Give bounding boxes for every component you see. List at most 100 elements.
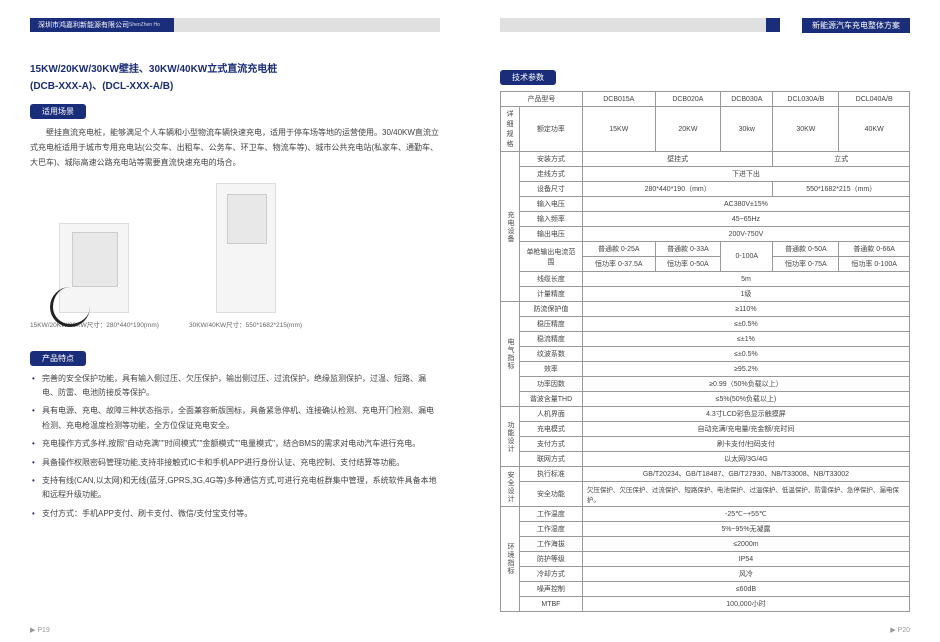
company-cn: 深圳市鸿嘉利新能源有限公司	[38, 20, 129, 30]
feature-item: 完善的安全保护功能，具有输入侧过压、欠压保护，输出侧过压、过流保护，绝缘监测保护…	[30, 372, 440, 401]
cell: IP54	[582, 552, 909, 567]
cell: 5m	[582, 272, 909, 287]
cell: 4.3寸LCD彩色显示触摸屏	[582, 407, 909, 422]
cell: DCB030A	[721, 92, 773, 107]
cell: 工作温度	[520, 507, 583, 522]
cell: 恒功率 0-37.5A	[582, 257, 655, 272]
cell: 1级	[582, 287, 909, 302]
cell: DCB015A	[582, 92, 655, 107]
cat: 电气指标	[501, 302, 520, 407]
cell: 输入频率	[520, 212, 583, 227]
cell: 详细规格	[501, 107, 520, 152]
cell: 0-100A	[721, 242, 773, 272]
cell: 纹波系数	[520, 347, 583, 362]
cell: 欠压保护、欠压保护、过流保护、短路保护、电池保护、过温保护、低温保护、防雷保护、…	[582, 482, 909, 507]
cell: DCL030A/B	[773, 92, 839, 107]
cell: 单枪输出电流范围	[520, 242, 583, 272]
wall-caption: 15KW/20KW/30KW尺寸：280*440*190(mm)	[30, 319, 159, 329]
cell: 谐波含量THD	[520, 392, 583, 407]
cell: 稳压精度	[520, 317, 583, 332]
cell: 计量精度	[520, 287, 583, 302]
cat: 环境指标	[501, 507, 520, 612]
cell: 普通款 0-33A	[655, 242, 720, 257]
cell: 冷却方式	[520, 567, 583, 582]
feature-item: 具有电源、充电、故障三种状态指示，全面兼容新版国标，具备紧急停机、连接确认检测、…	[30, 404, 440, 433]
cell: 以太网/3G/4G	[582, 452, 909, 467]
cell: 输入电压	[520, 197, 583, 212]
left-page: 深圳市鸿嘉利新能源有限公司 ShenZhen HongJiaLi New Ene…	[0, 0, 470, 642]
cell: 工作湿度	[520, 522, 583, 537]
cell: 线缆长度	[520, 272, 583, 287]
right-page: 新能源汽车充电整体方案 技术参数 产品型号 DCB015A DCB020A DC…	[470, 0, 940, 642]
cell: MTBF	[520, 597, 583, 612]
cell: 30kw	[721, 107, 773, 152]
cell: ≤±0.5%	[582, 317, 909, 332]
cell: 输出电压	[520, 227, 583, 242]
cell: ≥95.2%	[582, 362, 909, 377]
cell: ≤60dB	[582, 582, 909, 597]
cell: ≤±1%	[582, 332, 909, 347]
cell: 支付方式	[520, 437, 583, 452]
product-title-1: 15KW/20KW/30KW壁挂、30KW/40KW立式直流充电桩	[30, 60, 440, 75]
cell: 刷卡支付/扫码支付	[582, 437, 909, 452]
cell: 立式	[773, 152, 910, 167]
cat: 充电设备	[501, 152, 520, 302]
cell: 壁挂式	[582, 152, 773, 167]
cell: 人机界面	[520, 407, 583, 422]
spec-table: 产品型号 DCB015A DCB020A DCB030A DCL030A/B D…	[500, 91, 910, 612]
section-features: 产品特点	[30, 351, 86, 366]
cell: 防流保护值	[520, 302, 583, 317]
cell: AC380V±15%	[582, 197, 909, 212]
cell: GB/T20234、GB/T18487、GB/T27930、NB/T33008、…	[582, 467, 909, 482]
cell: 工作海拔	[520, 537, 583, 552]
cell: 普通款 0-66A	[839, 242, 910, 257]
feature-item: 支持有线(CAN,以太网)和无线(蓝牙,GPRS,3G,4G等)多种通信方式,可…	[30, 474, 440, 503]
cell: 200V-750V	[582, 227, 909, 242]
stand-charger-image	[216, 183, 276, 313]
cell: 效率	[520, 362, 583, 377]
header-stripe-right	[500, 18, 780, 32]
cell: 30KW	[773, 107, 839, 152]
cell: 风冷	[582, 567, 909, 582]
cell: 安全功能	[520, 482, 583, 507]
cell: 100,000小时	[582, 597, 909, 612]
cell: ≤5%(50%负载以上)	[582, 392, 909, 407]
cell: 280*440*190（mm）	[582, 182, 773, 197]
cell: 550*1682*215（mm）	[773, 182, 910, 197]
feature-item: 具备操作权限密码管理功能,支持非接触式IC卡和手机APP进行身份认证、充电控制、…	[30, 456, 440, 470]
wall-charger-image	[59, 223, 129, 313]
cell: 5%~95%无凝露	[582, 522, 909, 537]
product-images: 15KW/20KW/30KW尺寸：280*440*190(mm) 30KW/40…	[30, 183, 440, 329]
section-scene: 适用场景	[30, 104, 86, 119]
cell: DCL040A/B	[839, 92, 910, 107]
scene-text: 壁挂直流充电桩，能够满足个人车辆和小型物流车辆快速充电，适用于停车场等地的运营使…	[30, 125, 440, 171]
cell: 充电模式	[520, 422, 583, 437]
cell: 防护等级	[520, 552, 583, 567]
cell: 20KW	[655, 107, 720, 152]
cat: 功能设计	[501, 407, 520, 467]
cell: 噪声控制	[520, 582, 583, 597]
cell: 设备尺寸	[520, 182, 583, 197]
section-params: 技术参数	[500, 70, 556, 85]
page-footer-right: ▶ P20	[890, 626, 910, 634]
cell: -25℃~+55℃	[582, 507, 909, 522]
cell: 45~65Hz	[582, 212, 909, 227]
page-footer-left: ▶ P19	[30, 626, 50, 634]
doc-title: 新能源汽车充电整体方案	[802, 18, 910, 33]
cell: 安装方式	[520, 152, 583, 167]
h-model: 产品型号	[501, 92, 583, 107]
cell: 普通款 0-25A	[582, 242, 655, 257]
cell: ≤±0.5%	[582, 347, 909, 362]
cell: 联网方式	[520, 452, 583, 467]
cell: 稳流精度	[520, 332, 583, 347]
cell: 下进下出	[582, 167, 909, 182]
cell: 恒功率 0-50A	[655, 257, 720, 272]
cell: 恒功率 0-100A	[839, 257, 910, 272]
product-title-2: (DCB-XXX-A)、(DCL-XXX-A/B)	[30, 77, 440, 92]
cell: 15KW	[582, 107, 655, 152]
cell: 功率因数	[520, 377, 583, 392]
cell: 40KW	[839, 107, 910, 152]
cell: 自动充满/充电量/充金额/充时间	[582, 422, 909, 437]
header-stripe	[160, 18, 440, 32]
feature-item: 支付方式：手机APP支付、刷卡支付、微信/支付宝支付等。	[30, 507, 440, 521]
